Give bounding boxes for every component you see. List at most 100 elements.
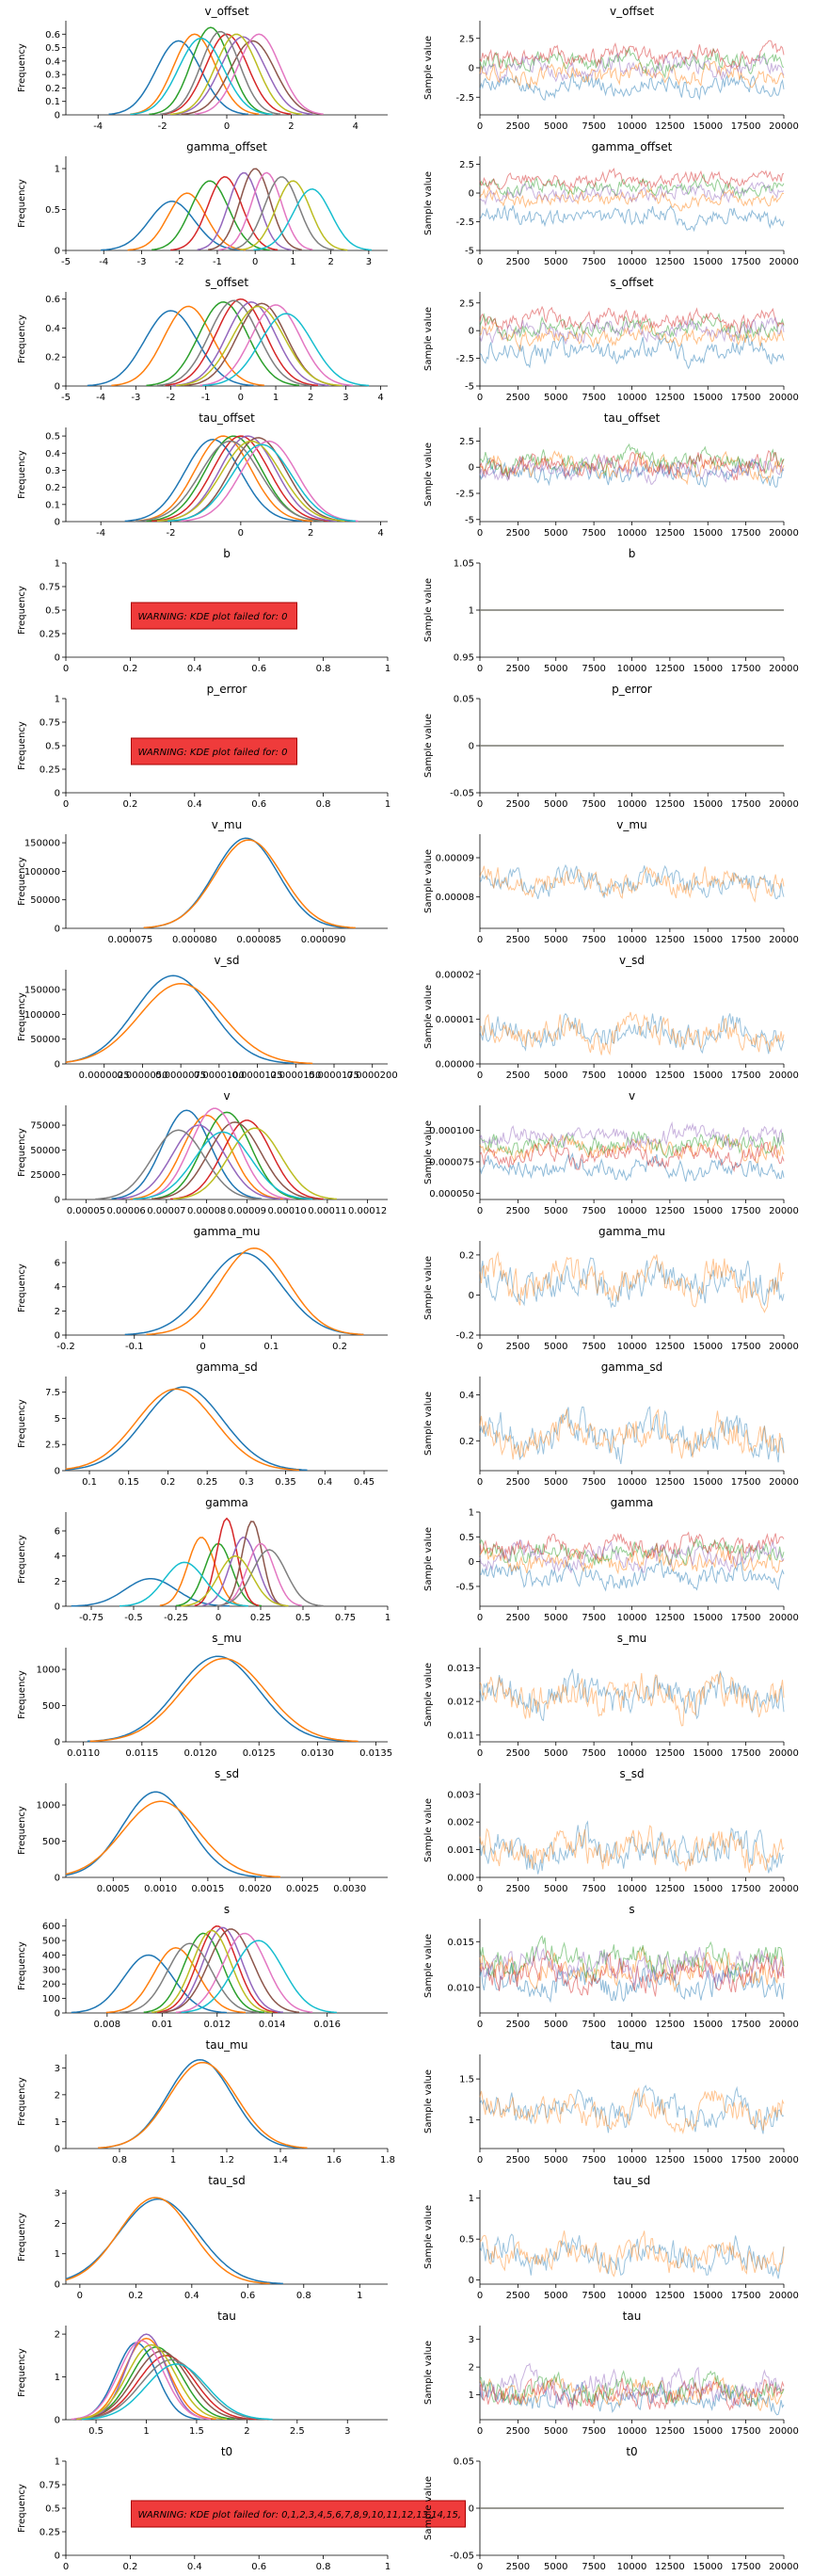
panel-row-s-offset: s_offset Frequency -5 -4 -3 -2 -1 0 1 2 3 4 0 0.2 0.4 0…: [17, 276, 799, 403]
density-xtick-label: 3: [344, 2426, 350, 2437]
density-ytick-label: 400: [42, 1951, 60, 1961]
density-ytick-label: 0.5: [45, 606, 60, 617]
trace-xtick-label: 12500: [655, 121, 685, 132]
density-ytick-label: 100000: [24, 1010, 60, 1021]
trace-ytick-label: 0.00002: [436, 970, 474, 980]
trace-title: tau_mu: [611, 2038, 653, 2052]
density-title: tau_sd: [208, 2174, 246, 2187]
trace-series-0: [479, 458, 785, 489]
density-curve-7: [215, 1549, 324, 1607]
trace-xtick-label: 12500: [655, 1206, 685, 1216]
density-ylabel: Frequency: [17, 43, 27, 92]
density-ylabel: Frequency: [17, 1399, 27, 1448]
trace-xtick-label: 10000: [617, 799, 647, 810]
density-ylabel: Frequency: [17, 2348, 27, 2397]
trace-xtick-label: 12500: [655, 257, 685, 267]
density-xtick-label: 0.35: [275, 1477, 295, 1488]
trace-xtick-label: 0: [477, 1884, 483, 1894]
trace-xtick-label: 2500: [506, 1748, 530, 1759]
density-xtick-label: 0.4: [187, 664, 202, 674]
trace-ylabel: Sample value: [423, 171, 434, 235]
density-curve-0: [65, 974, 295, 1065]
trace-ytick-label: 2.5: [459, 34, 474, 44]
density-xtick-label: 2: [308, 528, 313, 539]
density-title: v: [223, 1089, 230, 1103]
density-title: v_sd: [215, 954, 240, 967]
density-curve-0: [73, 2342, 200, 2421]
trace-title: gamma_mu: [598, 1225, 665, 1238]
trace-xtick-label: 2500: [506, 393, 530, 403]
trace-ytick-label: 1: [469, 2391, 474, 2401]
panel-row-t0: t0 Frequency 0 0.2 0.4 0.6 0.8 1 0 0.25 0.5 0.75 1 WA…: [17, 2445, 799, 2572]
trace-xtick-label: 10000: [617, 1342, 647, 1352]
trace-xtick-label: 20000: [769, 1342, 799, 1352]
trace-series-4: [479, 455, 785, 486]
trace-xtick-label: 20000: [769, 1206, 799, 1216]
trace-xtick-label: 7500: [582, 1477, 605, 1488]
density-ylabel: Frequency: [17, 179, 27, 228]
density-xtick-label: 0: [199, 1342, 205, 1352]
trace-series-0: [479, 2233, 785, 2279]
trace-xtick-label: 5000: [544, 1206, 567, 1216]
density-xtick-label: 0.8: [112, 2155, 127, 2165]
density-xtick-label: -1: [213, 257, 222, 267]
trace-xtick-label: 7500: [582, 2020, 605, 2030]
trace-xtick-label: 10000: [617, 1206, 647, 1216]
density-title: s_sd: [215, 1767, 239, 1780]
density-curve-1: [127, 192, 247, 251]
density-xtick-label: -3: [131, 393, 140, 403]
trace-series-3: [479, 1950, 785, 1997]
density-title: v_mu: [212, 818, 242, 831]
density-title: tau_offset: [199, 411, 255, 425]
density-curve-2: [76, 2346, 235, 2421]
trace-xtick-label: 5000: [544, 121, 567, 132]
density-xtick-label: 0.4: [317, 1477, 332, 1488]
trace-ytick-label: 1: [469, 1508, 474, 1519]
trace-ytick-label: -0.5: [455, 1582, 474, 1592]
trace-series-3: [479, 305, 785, 334]
density-ytick-label: 1: [55, 2249, 60, 2260]
density-title: tau: [217, 2310, 236, 2323]
density-xtick-label: 0: [77, 2291, 83, 2301]
trace-ytick-label: -5: [465, 382, 474, 393]
density-ytick-label: 0: [55, 518, 60, 528]
trace-xtick-label: 20000: [769, 1884, 799, 1894]
trace-series-1: [479, 1011, 785, 1056]
trace-xtick-label: 15000: [693, 1613, 723, 1623]
density-ytick-label: 1: [55, 2373, 60, 2383]
density-ytick-label: 0.3: [45, 466, 60, 476]
trace-ytick-label: 0: [469, 463, 474, 474]
trace-title: v: [629, 1089, 635, 1103]
trace-xtick-label: 7500: [582, 1206, 605, 1216]
trace-xtick-label: 20000: [769, 664, 799, 674]
density-curve-7: [95, 1129, 263, 1200]
density-curve-9: [253, 188, 372, 251]
trace-series-4: [479, 1120, 785, 1151]
density-ytick-label: 0: [55, 1874, 60, 1884]
trace-series-2: [479, 1935, 785, 1983]
trace-ylabel: Sample value: [423, 2341, 434, 2405]
density-ytick-label: 0.2: [45, 353, 60, 363]
density-curve-4: [162, 1926, 283, 2014]
density-xtick-label: 1: [385, 799, 391, 810]
trace-xtick-label: 0: [477, 528, 483, 539]
density-curve-8: [156, 440, 345, 523]
trace-ytick-label: 0: [469, 327, 474, 337]
trace-series-1: [479, 61, 785, 89]
density-xtick-label: 1: [273, 393, 279, 403]
density-title: tau_mu: [206, 2038, 248, 2052]
trace-xtick-label: 5000: [544, 1748, 567, 1759]
density-ytick-label: 0.25: [40, 765, 60, 776]
density-ytick-label: 0.25: [40, 630, 60, 640]
density-xtick-label: -2: [175, 257, 184, 267]
trace-xtick-label: 20000: [769, 935, 799, 945]
trace-ylabel: Sample value: [423, 2069, 434, 2133]
density-xtick-label: 0.8: [316, 664, 331, 674]
density-ytick-label: 500: [42, 1937, 60, 1947]
density-ytick-label: 0.6: [45, 30, 60, 40]
density-ytick-label: 0.4: [45, 56, 60, 67]
density-ytick-label: 0.5: [45, 742, 60, 752]
trace-xtick-label: 7500: [582, 257, 605, 267]
density-curve-5: [181, 40, 324, 116]
trace-xtick-label: 5000: [544, 1477, 567, 1488]
